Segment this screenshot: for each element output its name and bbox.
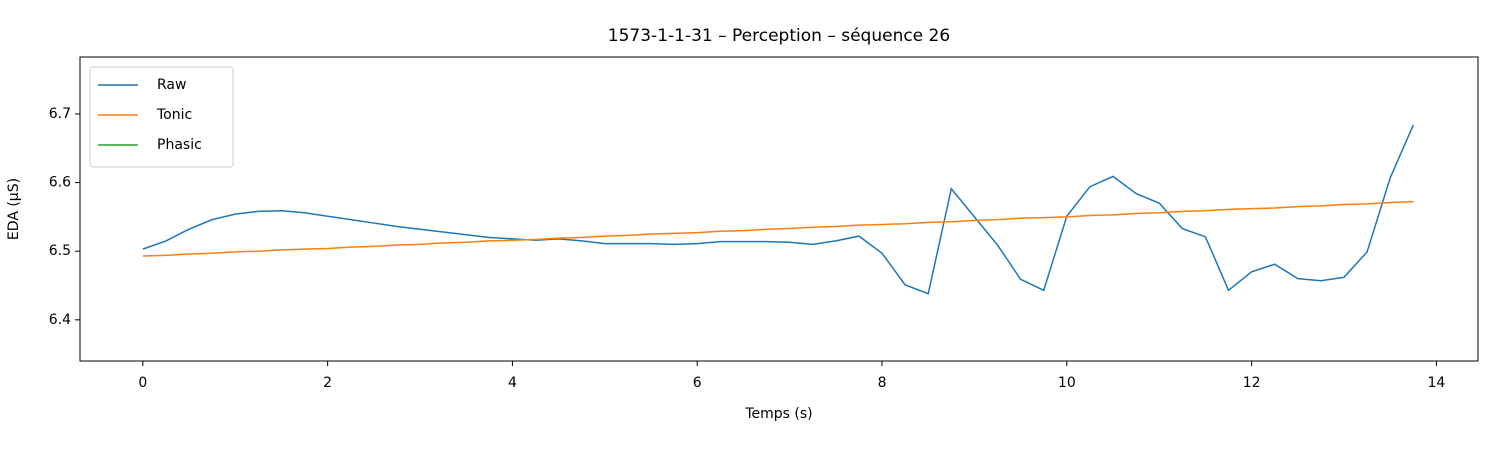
line-series (142, 201, 1414, 257)
chart-title: 1573-1-1-31 – Perception – séquence 26 (608, 26, 950, 46)
legend-label: Tonic (156, 107, 192, 123)
y-tick-label: 6.6 (49, 175, 71, 191)
y-tick-label: 6.7 (49, 106, 71, 122)
x-tick-label: 2 (323, 375, 332, 391)
x-tick-label: 0 (138, 375, 147, 391)
legend-box (89, 66, 234, 168)
x-tick-label: 12 (1243, 375, 1261, 391)
x-axis-label: Temps (s) (744, 406, 812, 422)
line-series (142, 124, 1415, 295)
x-tick-label: 8 (878, 375, 887, 391)
x-tick-label: 14 (1428, 375, 1446, 391)
legend-label: Raw (157, 77, 186, 93)
x-tick-label: 10 (1058, 375, 1076, 391)
y-axis-label: EDA (µS) (6, 178, 22, 240)
x-tick-label: 4 (508, 375, 517, 391)
legend-label: Phasic (157, 137, 202, 153)
plot-area (142, 124, 1415, 295)
y-tick-label: 6.4 (49, 312, 71, 328)
x-tick-label: 6 (693, 375, 702, 391)
plot-frame (79, 56, 1479, 362)
y-tick-label: 6.5 (49, 243, 71, 259)
